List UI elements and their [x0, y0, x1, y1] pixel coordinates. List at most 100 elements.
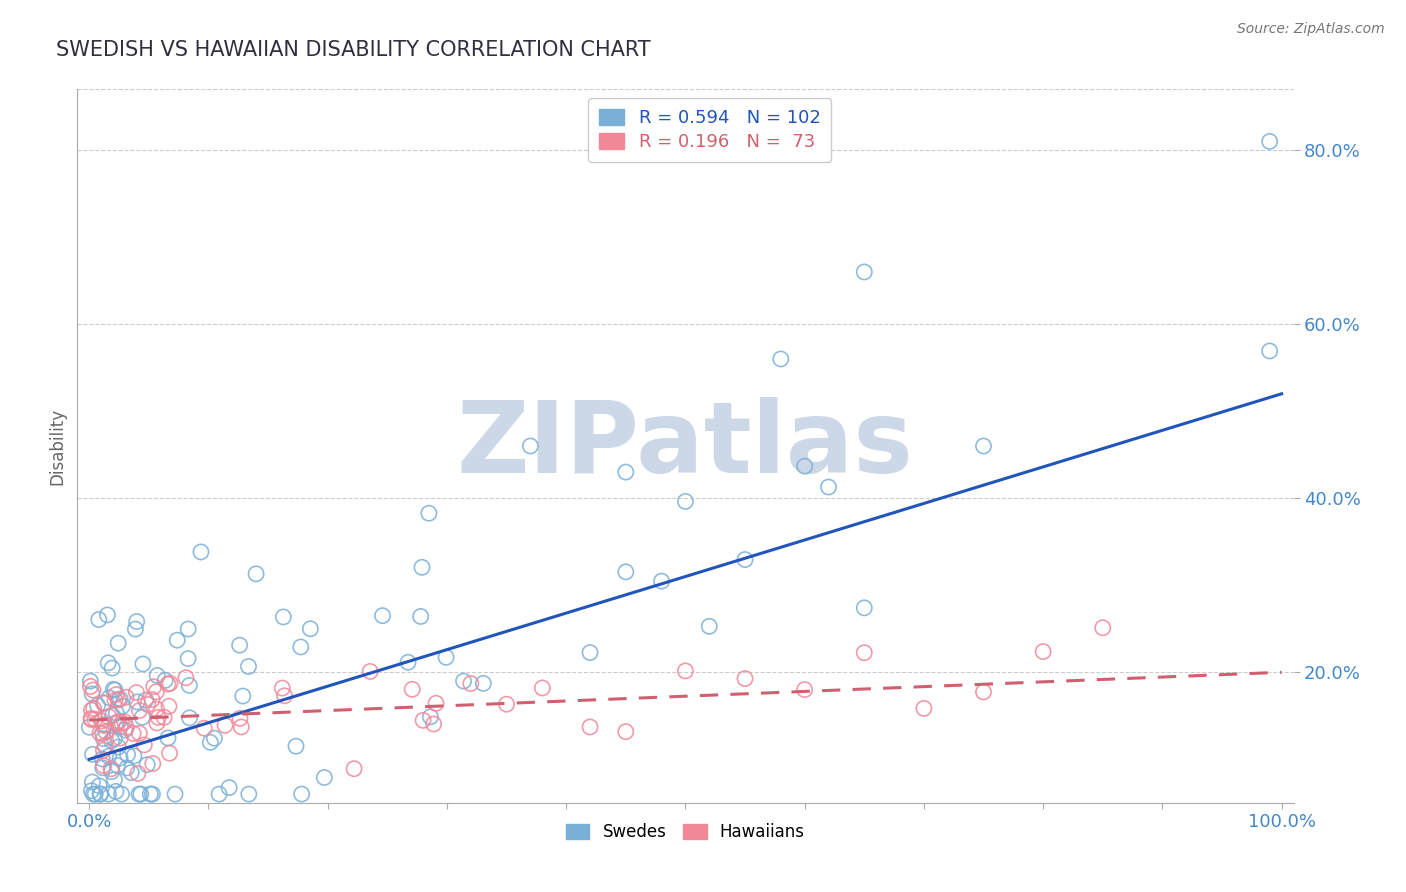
Point: [80, 703, 103, 717]
Point: [1258, 135, 1281, 149]
Point: [472, 676, 495, 690]
Point: [460, 676, 482, 690]
Point: [105, 715, 128, 730]
Point: [93, 696, 115, 710]
Point: [79, 720, 101, 734]
Point: [290, 640, 312, 654]
Point: [299, 622, 322, 636]
Point: [82, 747, 104, 762]
Point: [100, 764, 122, 779]
Point: [614, 565, 637, 579]
Point: [103, 772, 125, 787]
Point: [853, 646, 876, 660]
Point: [89, 787, 111, 801]
Point: [105, 706, 128, 720]
Point: [127, 695, 149, 709]
Point: [166, 633, 188, 648]
Point: [973, 439, 995, 453]
Point: [131, 710, 153, 724]
Point: [110, 731, 132, 745]
Point: [697, 619, 720, 633]
Point: [190, 545, 212, 559]
Point: [120, 765, 142, 780]
Point: [103, 682, 125, 697]
Point: [412, 714, 434, 728]
Point: [145, 702, 167, 716]
Point: [80, 783, 103, 797]
Point: [97, 787, 120, 801]
Point: [82, 687, 104, 701]
Point: [214, 718, 236, 732]
Point: [153, 673, 176, 688]
Point: [271, 681, 294, 695]
Point: [94, 739, 117, 753]
Point: [238, 659, 260, 673]
Point: [200, 735, 222, 749]
Point: [177, 622, 200, 636]
Point: [100, 733, 122, 747]
Point: [97, 656, 120, 670]
Point: [114, 723, 136, 737]
Point: [142, 680, 165, 694]
Point: [409, 609, 432, 624]
Point: [579, 720, 602, 734]
Point: [769, 351, 792, 366]
Point: [614, 724, 637, 739]
Point: [111, 716, 134, 731]
Point: [453, 674, 475, 689]
Point: [146, 716, 169, 731]
Text: ZIPatlas: ZIPatlas: [457, 398, 914, 494]
Point: [245, 566, 267, 581]
Point: [136, 757, 159, 772]
Point: [107, 714, 129, 729]
Point: [91, 761, 114, 775]
Point: [128, 704, 150, 718]
Point: [96, 607, 118, 622]
Point: [434, 650, 457, 665]
Point: [124, 622, 146, 636]
Point: [817, 480, 839, 494]
Point: [135, 693, 157, 707]
Point: [80, 711, 103, 725]
Point: [145, 685, 167, 699]
Point: [89, 726, 111, 740]
Legend: Swedes, Hawaiians: Swedes, Hawaiians: [560, 817, 811, 848]
Point: [231, 720, 253, 734]
Point: [122, 726, 145, 740]
Point: [912, 701, 935, 715]
Point: [122, 749, 145, 764]
Point: [94, 717, 117, 731]
Point: [117, 747, 139, 762]
Point: [193, 721, 215, 735]
Point: [83, 701, 105, 715]
Point: [93, 743, 115, 757]
Point: [579, 646, 602, 660]
Point: [291, 787, 314, 801]
Point: [232, 689, 254, 703]
Point: [1258, 343, 1281, 358]
Point: [80, 713, 103, 727]
Point: [79, 674, 101, 689]
Point: [89, 787, 111, 801]
Point: [174, 671, 197, 685]
Point: [141, 692, 163, 706]
Point: [651, 574, 673, 588]
Point: [371, 608, 394, 623]
Point: [107, 692, 129, 706]
Point: [125, 615, 148, 629]
Point: [115, 761, 138, 775]
Point: [89, 779, 111, 793]
Point: [93, 696, 115, 710]
Point: [110, 787, 132, 801]
Point: [202, 731, 225, 746]
Point: [86, 698, 108, 713]
Point: [156, 731, 179, 745]
Point: [359, 665, 381, 679]
Point: [104, 693, 127, 707]
Point: [87, 613, 110, 627]
Y-axis label: Disability: Disability: [48, 408, 66, 484]
Point: [793, 682, 815, 697]
Point: [108, 692, 131, 706]
Point: [82, 787, 104, 801]
Point: [79, 680, 101, 694]
